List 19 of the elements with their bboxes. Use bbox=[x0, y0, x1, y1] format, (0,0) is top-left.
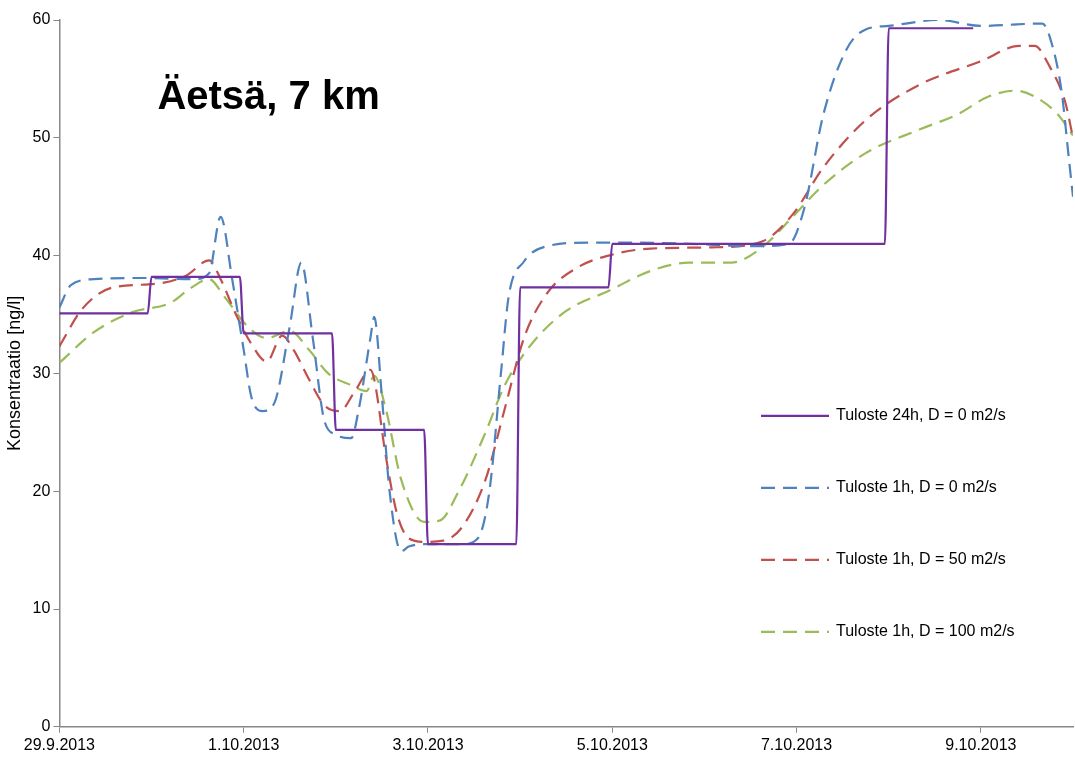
y-tick-label: 50 bbox=[32, 128, 51, 146]
x-tick-label: 29.9.2013 bbox=[23, 735, 96, 753]
x-tick-label: 5.10.2013 bbox=[576, 735, 648, 753]
y-tick-label: 10 bbox=[32, 599, 51, 617]
legend-label: Tuloste 1h, D = 50 m2/s bbox=[836, 550, 1006, 568]
y-axis-title: Konsentraatio [ng/l] bbox=[3, 295, 24, 451]
x-tick-label: 3.10.2013 bbox=[392, 735, 464, 753]
text: Äetsä, 7 km bbox=[157, 73, 380, 118]
y-tick-label: 40 bbox=[32, 246, 51, 264]
x-tick-label: 9.10.2013 bbox=[945, 735, 1017, 753]
y-tick-label: 30 bbox=[32, 363, 51, 381]
legend-label: Tuloste 24h, D = 0 m2/s bbox=[836, 406, 1006, 424]
x-tick-label: 7.10.2013 bbox=[760, 735, 833, 753]
legend-label: Tuloste 1h, D = 0 m2/s bbox=[836, 478, 997, 496]
y-tick-label: 20 bbox=[32, 481, 51, 499]
y-tick-label: 0 bbox=[41, 717, 51, 735]
y-tick-label: 60 bbox=[32, 10, 51, 28]
x-tick-label: 1.10.2013 bbox=[208, 735, 280, 753]
legend-label: Tuloste 1h, D = 100 m2/s bbox=[836, 622, 1015, 640]
